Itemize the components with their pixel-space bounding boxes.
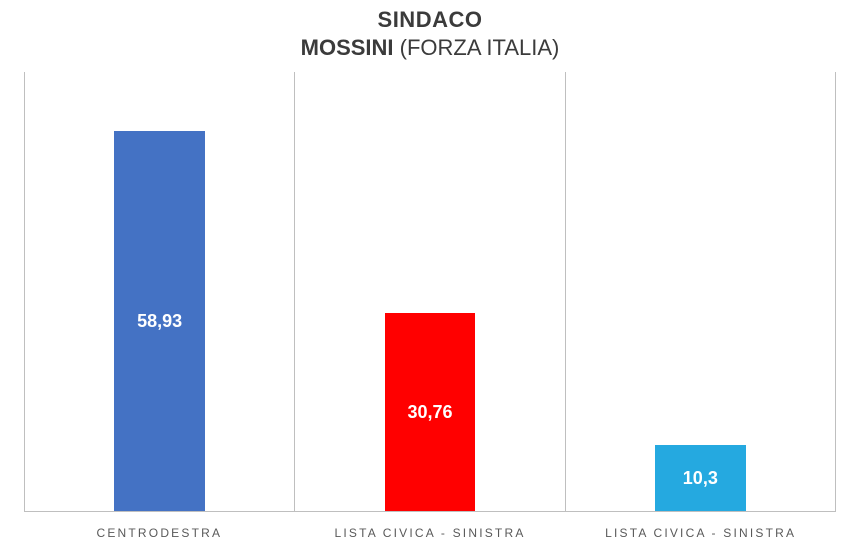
chart-column: 30,76: [295, 72, 565, 512]
chart-column: 58,93: [24, 72, 295, 512]
title-line2: MOSSINI (FORZA ITALIA): [0, 34, 860, 62]
title-line2-bold: MOSSINI: [301, 35, 394, 60]
x-axis-label: LISTA CIVICA - SINISTRA: [565, 516, 836, 556]
x-axis-label: CENTRODESTRA: [24, 516, 295, 556]
title-line2-rest: (FORZA ITALIA): [394, 35, 560, 60]
title-line1: SINDACO: [0, 6, 860, 34]
chart-bar: 30,76: [385, 313, 476, 512]
x-axis-label: LISTA CIVICA - SINISTRA: [295, 516, 566, 556]
bar-value-label: 30,76: [407, 402, 452, 423]
chart-plot-area: 58,93 30,76 10,3: [24, 72, 836, 512]
chart-baseline: [24, 511, 836, 512]
chart-bar: 10,3: [655, 445, 746, 512]
chart-bar: 58,93: [114, 131, 205, 512]
bar-value-label: 58,93: [137, 311, 182, 332]
chart-column: 10,3: [566, 72, 836, 512]
chart-x-axis: CENTRODESTRALISTA CIVICA - SINISTRALISTA…: [24, 516, 836, 556]
chart-title: SINDACO MOSSINI (FORZA ITALIA): [0, 0, 860, 61]
bar-value-label: 10,3: [683, 468, 718, 489]
